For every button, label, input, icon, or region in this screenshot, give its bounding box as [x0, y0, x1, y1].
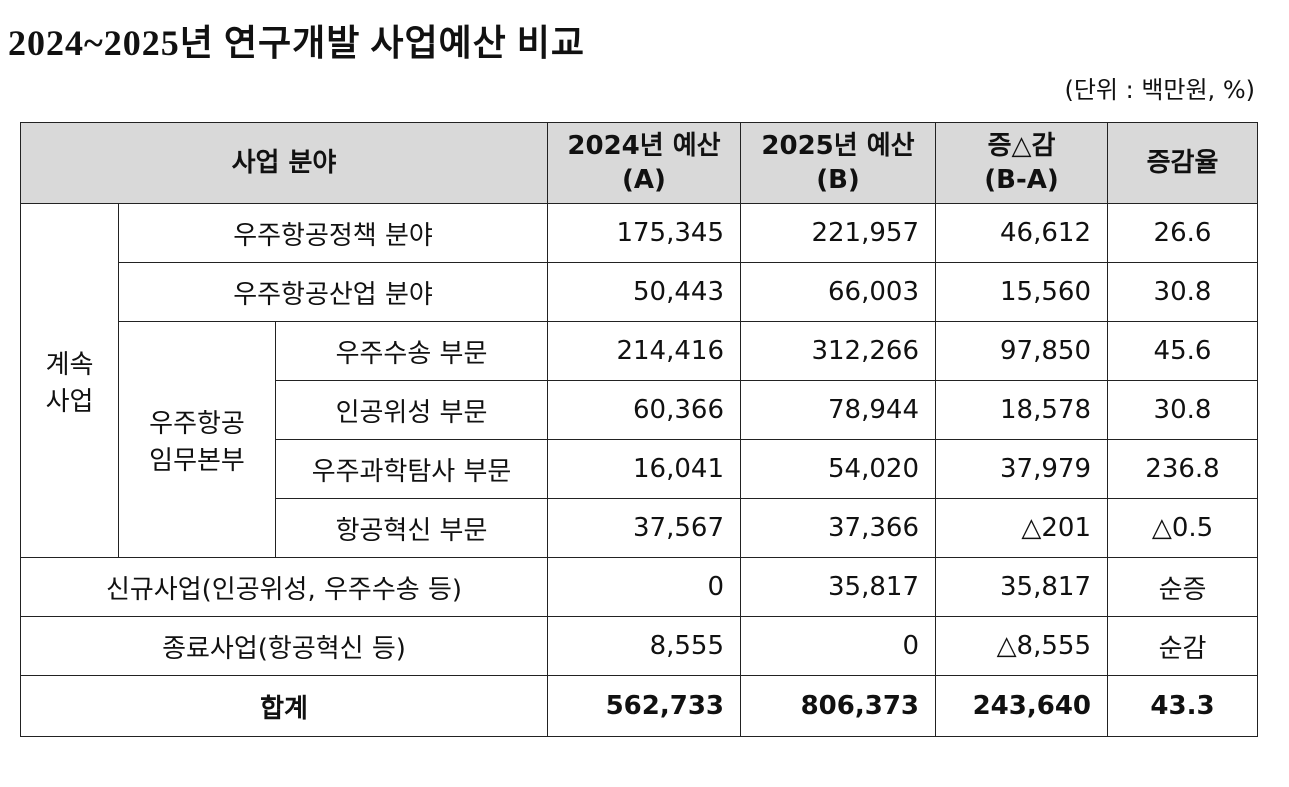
data-row: 항공혁신 부문 37,567 37,366 △201 △0.5: [21, 498, 1258, 558]
cell-value: 66,003: [740, 262, 936, 322]
cell-line: 2024년 예산: [567, 131, 721, 161]
row-label: 인공위성 부문: [275, 380, 548, 440]
row-label: 우주과학탐사 부문: [275, 439, 548, 499]
cell-line: 계속: [45, 349, 94, 380]
cell-value: 236.8: [1107, 439, 1258, 499]
cell-line: 사업 분야: [231, 148, 337, 178]
cell-value: 0: [547, 557, 741, 617]
column-header: 증감율: [1107, 122, 1258, 204]
cell-value: 30.8: [1107, 380, 1258, 440]
column-header: 증△감 (B-A): [935, 122, 1108, 204]
cell-value: 175,345: [547, 203, 741, 263]
title: 2024~2025년 연구개발 사업예산 비교: [8, 23, 586, 63]
data-row: 계속 사업 우주항공정책 분야 175,345 221,957 46,612 26.6: [20, 203, 1258, 558]
cell-value: 37,366: [740, 498, 936, 558]
cell-value: 37,567: [547, 498, 741, 558]
column-header: 2024년 예산 (A): [547, 122, 741, 204]
cell-value: 221,957: [740, 203, 936, 263]
row-label: 항공혁신 부문: [275, 498, 548, 558]
total-label: 합계: [20, 675, 548, 737]
cell-value: 26.6: [1107, 203, 1258, 263]
data-row: 우주항공산업 분야 50,443 66,003 15,560 30.8: [21, 262, 1258, 322]
total-value: 562,733: [547, 675, 741, 737]
column-header: 2025년 예산 (B): [740, 122, 936, 204]
total-value: 243,640: [935, 675, 1108, 737]
column-header: 사업 분야: [20, 122, 548, 204]
cell-value: 순증: [1107, 557, 1258, 617]
cell-value: 78,944: [740, 380, 936, 440]
cell-value: 8,555: [547, 616, 741, 676]
row-label: 신규사업(인공위성, 우주수송 등): [20, 557, 548, 617]
cell-value: 214,416: [547, 321, 741, 381]
data-row: 우주과학탐사 부문 16,041 54,020 37,979 236.8: [21, 439, 1258, 499]
cell-value: 35,817: [740, 557, 936, 617]
cell-value: △8,555: [935, 616, 1108, 676]
data-row: 종료사업(항공혁신 등) 8,555 0 △8,555 순감: [20, 616, 1258, 676]
unit-note: (단위 : 백만원, %): [1064, 76, 1255, 104]
cell-value: 순감: [1107, 616, 1258, 676]
cell-line: (A): [622, 165, 666, 195]
header-row: 사업 분야 2024년 예산 (A) 2025년 예산 (B) 증△감 (B-A) 증감율: [20, 122, 1258, 204]
row-label: 종료사업(항공혁신 등): [20, 616, 548, 676]
cell-line: (B-A): [984, 165, 1059, 195]
row-label: 우주항공정책 분야: [118, 203, 548, 263]
cell-value: 97,850: [935, 321, 1108, 381]
data-row: 신규사업(인공위성, 우주수송 등) 0 35,817 35,817 순증: [20, 557, 1258, 617]
cell-value: 15,560: [935, 262, 1108, 322]
row-label: 우주항공산업 분야: [118, 262, 548, 322]
cell-value: 50,443: [547, 262, 741, 322]
cell-value: 0: [740, 616, 936, 676]
cell-value: △0.5: [1107, 498, 1258, 558]
cell-value: 18,578: [935, 380, 1108, 440]
cell-value: △201: [935, 498, 1108, 558]
row-label: 우주수송 부문: [275, 321, 548, 381]
cell-value: 60,366: [547, 380, 741, 440]
cell-line: (B): [816, 165, 860, 195]
data-row: 우주항공 임무본부 우주수송 부문 214,416 312,266 97,850 45.6: [21, 321, 1258, 558]
cell-value: 35,817: [935, 557, 1108, 617]
budget-table: 사업 분야 2024년 예산 (A) 2025년 예산 (B) 증△감 (B-A) 증감율 계…: [20, 122, 1258, 737]
cell-line: 우주항공: [149, 408, 245, 439]
cell-value: 16,041: [547, 439, 741, 499]
cell-value: 30.8: [1107, 262, 1258, 322]
cell-line: 2025년 예산: [761, 131, 915, 161]
cell-line: 증△감: [987, 131, 1056, 161]
cell-line: 증감율: [1146, 148, 1219, 178]
total-value: 806,373: [740, 675, 936, 737]
total-value: 43.3: [1107, 675, 1258, 737]
cell-line: 임무본부: [149, 445, 245, 476]
cell-value: 37,979: [935, 439, 1108, 499]
total-row: 합계 562,733 806,373 243,640 43.3: [20, 675, 1258, 737]
cell-line: 사업: [45, 386, 94, 417]
cell-value: 54,020: [740, 439, 936, 499]
cell-value: 46,612: [935, 203, 1108, 263]
cell-value: 45.6: [1107, 321, 1258, 381]
cell-value: 312,266: [740, 321, 936, 381]
